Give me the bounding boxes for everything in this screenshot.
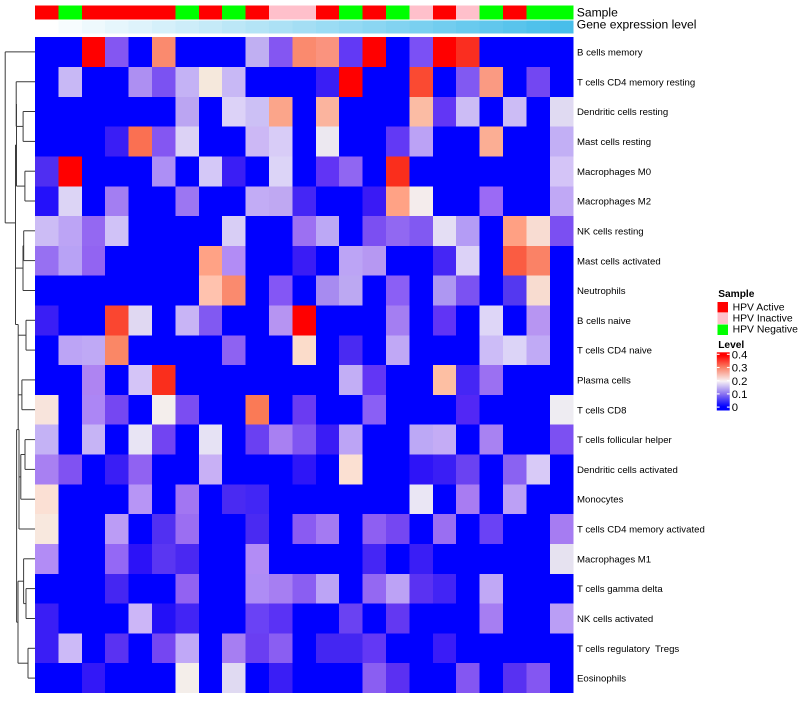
svg-text:Mast cells activated: Mast cells activated [577,256,661,267]
svg-text:Macrophages M1: Macrophages M1 [577,554,651,565]
svg-text:T cells regulatory Tregs: T cells regulatory Tregs [577,644,679,655]
svg-text:HPV Negative: HPV Negative [733,325,798,336]
svg-text:T cells gamma delta: T cells gamma delta [577,584,663,595]
svg-text:0.3: 0.3 [732,363,748,375]
svg-text:0: 0 [732,402,738,414]
svg-text:B cells naive: B cells naive [577,316,631,327]
svg-text:0.1: 0.1 [732,389,748,401]
svg-text:Gene expression level: Gene expression level [577,17,697,31]
svg-text:0.2: 0.2 [732,376,748,388]
svg-text:HPV Inactive: HPV Inactive [733,313,793,324]
svg-text:T cells CD8: T cells CD8 [577,405,626,416]
svg-text:Sample: Sample [718,289,755,300]
svg-text:Eosinophils: Eosinophils [577,674,626,685]
svg-text:T cells CD4 memory resting: T cells CD4 memory resting [577,77,695,88]
svg-text:HPV Active: HPV Active [733,302,785,313]
svg-text:Macrophages M0: Macrophages M0 [577,167,651,178]
svg-text:T cells follicular helper: T cells follicular helper [577,435,673,446]
svg-text:0.4: 0.4 [732,349,748,361]
svg-text:Mast cells resting: Mast cells resting [577,137,651,148]
svg-text:NK cells activated: NK cells activated [577,614,653,625]
svg-text:NK cells resting: NK cells resting [577,227,644,238]
svg-text:Macrophages M2: Macrophages M2 [577,197,651,208]
svg-text:Level: Level [718,340,744,351]
svg-text:Plasma cells: Plasma cells [577,376,631,387]
svg-text:Sample: Sample [577,6,618,20]
svg-text:T cells CD4 memory activated: T cells CD4 memory activated [577,525,705,536]
svg-text:Dendritic cells resting: Dendritic cells resting [577,107,668,118]
svg-text:B cells memory: B cells memory [577,48,643,59]
svg-text:Dendritic cells activated: Dendritic cells activated [577,465,678,476]
svg-text:Monocytes: Monocytes [577,495,624,506]
svg-text:Neutrophils: Neutrophils [577,286,626,297]
svg-text:T cells CD4 naive: T cells CD4 naive [577,346,652,357]
